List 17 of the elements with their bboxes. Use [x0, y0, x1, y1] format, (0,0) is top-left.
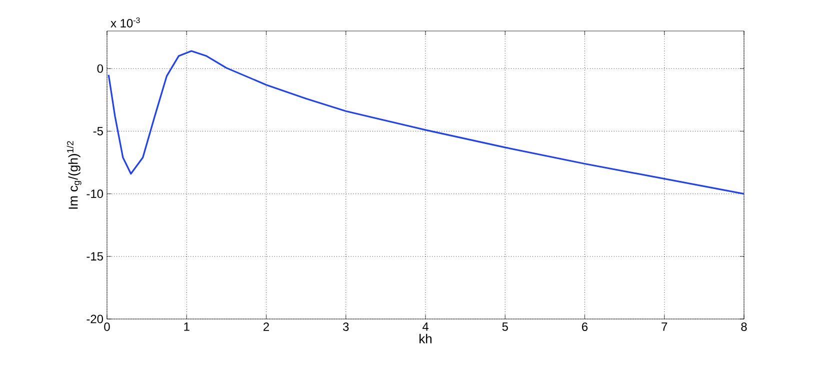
- x-axis-title: kh: [420, 334, 432, 344]
- y-tick-label: -20: [86, 314, 104, 324]
- y-axis-title: Im c$_{g}$/(gh)$^{1/2}$: [66, 141, 82, 209]
- text: x 10$^{-3}$: [110, 17, 140, 28]
- y-tick-label: -10: [86, 190, 104, 198]
- x-tick-label: 8: [741, 322, 747, 331]
- x-tick-label: 3: [343, 322, 349, 331]
- y-tick-label: 0: [97, 64, 104, 73]
- x-tick-label: 1: [184, 322, 190, 331]
- x-tick-label: 2: [264, 322, 269, 331]
- y-tick-label: -5: [93, 127, 103, 136]
- x-tick-label: 6: [582, 322, 588, 331]
- x-tick-label: 7: [662, 322, 668, 331]
- x-tick-label: 0: [104, 322, 110, 331]
- x-tick-label: 4: [422, 322, 428, 331]
- x-tick-label: 5: [502, 322, 508, 331]
- y-tick-label: -15: [86, 252, 103, 261]
